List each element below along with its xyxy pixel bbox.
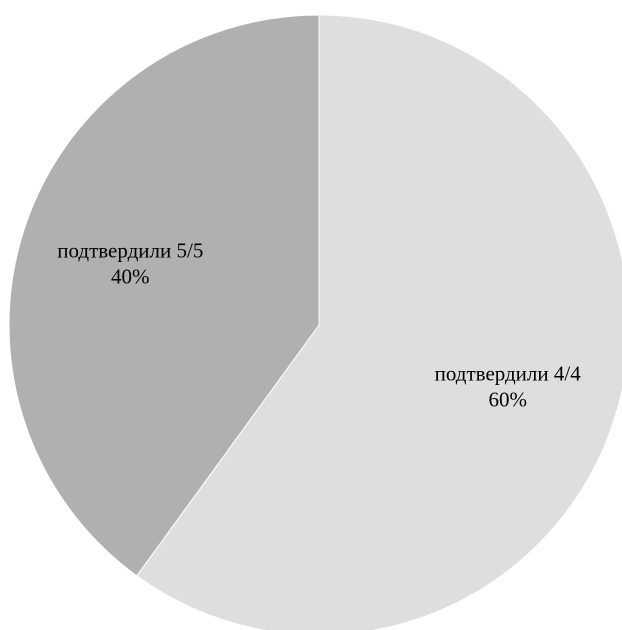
pie-slice-0 [136, 14, 622, 630]
pie-slice-label-0: подтвердили 4/4 60% [435, 361, 582, 411]
slices-layer [8, 14, 622, 630]
pie-slice-category-1: подтвердили 5/5 [57, 239, 203, 263]
pie-slice-percent-1: 40% [111, 265, 150, 289]
pie-slice-1 [8, 14, 320, 577]
pie-slice-label-1: подтвердили 5/5 40% [57, 239, 203, 289]
pie-slice-category-0: подтвердили 4/4 [435, 361, 582, 385]
pie-slice-percent-0: 60% [488, 387, 527, 411]
labels-layer: подтвердили 4/4 60% подтвердили 5/5 40% [57, 239, 581, 412]
